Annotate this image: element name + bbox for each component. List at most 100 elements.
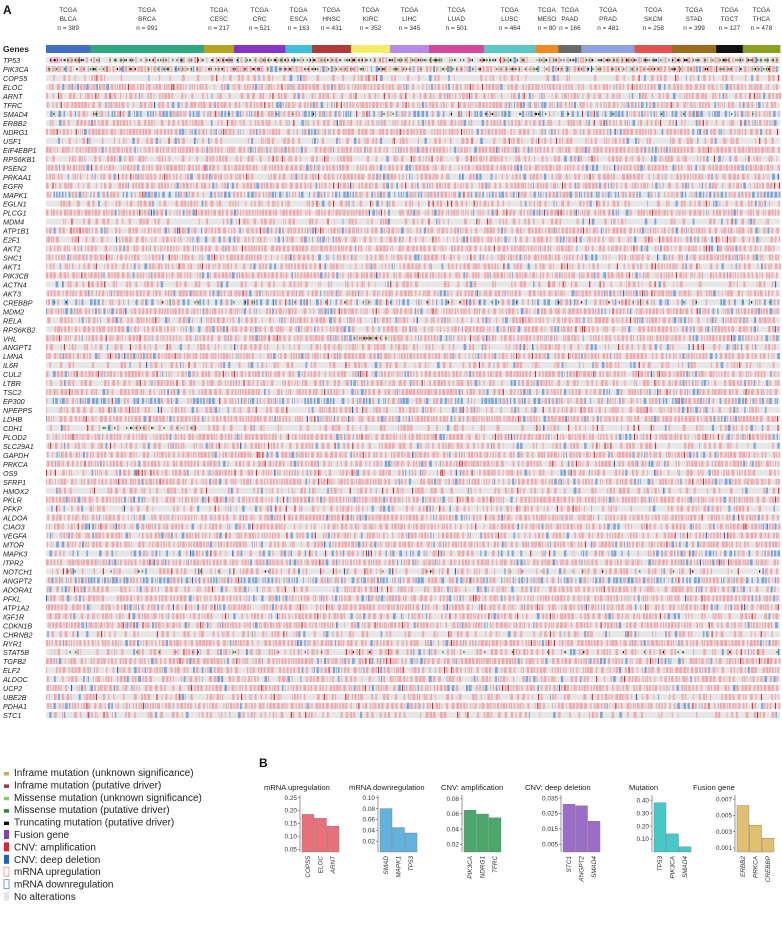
mrna-mark — [504, 101, 508, 109]
mrna-mark — [733, 191, 736, 198]
mrna-mark — [294, 263, 296, 270]
cnv-mark — [774, 182, 776, 189]
mrna-mark — [329, 182, 331, 189]
mrna-mark — [224, 83, 226, 91]
mrna-mark — [266, 227, 269, 234]
mrna-mark — [586, 110, 589, 118]
mrna-mark — [319, 146, 322, 153]
mrna-mark — [686, 146, 689, 153]
mrna-mark — [259, 155, 262, 162]
mrna-mark — [208, 245, 211, 252]
mrna-mark — [373, 290, 376, 297]
mrna-mark — [146, 83, 148, 91]
mrna-mark — [249, 182, 253, 189]
mrna-mark — [774, 209, 777, 216]
mrna-mark — [218, 236, 221, 243]
mrna-mark — [749, 245, 752, 252]
mrna-mark — [65, 191, 67, 198]
mrna-mark — [529, 200, 531, 207]
mrna-mark — [242, 65, 245, 73]
gene-label: MDM4 — [3, 218, 24, 227]
mrna-mark — [435, 101, 438, 109]
mrna-mark — [293, 281, 296, 288]
mrna-mark — [181, 254, 184, 261]
mrna-mark — [448, 191, 450, 198]
mrna-mark — [226, 182, 229, 189]
mrna-mark — [676, 182, 678, 189]
mrna-mark — [269, 146, 272, 153]
cohort-color-segment — [671, 45, 717, 53]
mrna-mark — [425, 65, 429, 73]
mrna-mark — [488, 182, 491, 189]
mrna-mark — [672, 119, 674, 126]
mrna-mark — [280, 263, 283, 270]
mrna-mark — [52, 173, 54, 180]
mrna-mark — [666, 200, 668, 207]
mrna-mark — [559, 272, 561, 279]
mrna-mark — [588, 182, 591, 189]
mrna-mark — [89, 83, 91, 91]
mrna-mark — [607, 200, 609, 207]
cnv-mark — [375, 74, 378, 82]
mrna-mark — [97, 272, 100, 279]
mrna-mark — [533, 191, 536, 198]
mrna-mark — [698, 173, 701, 180]
mrna-mark — [123, 245, 126, 252]
mrna-mark — [174, 65, 178, 73]
mrna-mark — [161, 155, 164, 162]
mrna-mark — [458, 173, 461, 180]
mrna-mark — [738, 227, 741, 234]
mrna-mark — [376, 173, 379, 180]
mrna-mark — [494, 263, 497, 270]
mrna-mark — [431, 272, 434, 279]
mrna-mark — [183, 164, 185, 171]
mrna-mark — [381, 200, 383, 207]
mrna-mark — [185, 191, 188, 198]
mrna-mark — [632, 74, 635, 82]
mrna-mark — [206, 164, 208, 171]
mrna-mark — [338, 191, 341, 198]
mrna-mark — [356, 164, 359, 171]
mrna-mark — [439, 128, 441, 135]
mrna-mark — [742, 164, 744, 171]
mrna-mark — [734, 155, 738, 162]
mrna-mark — [382, 83, 385, 91]
mrna-mark — [322, 92, 325, 100]
cnv-mark — [56, 128, 58, 135]
mrna-mark — [471, 110, 473, 118]
mrna-mark — [192, 236, 194, 243]
mrna-mark — [629, 119, 631, 126]
mrna-mark — [171, 101, 175, 109]
mrna-mark — [692, 218, 695, 225]
track-background — [46, 272, 780, 279]
mrna-mark — [451, 101, 454, 109]
mrna-mark — [65, 83, 67, 91]
cnv-mark — [451, 200, 453, 207]
mrna-mark — [639, 227, 641, 234]
mrna-mark — [710, 65, 713, 73]
mrna-mark — [442, 146, 445, 153]
mrna-mark — [537, 290, 539, 297]
mrna-mark — [381, 119, 383, 126]
mrna-mark — [134, 119, 136, 126]
mrna-mark — [687, 182, 689, 189]
mrna-mark — [515, 236, 517, 243]
mrna-mark — [721, 254, 724, 261]
mrna-mark — [187, 254, 190, 261]
mrna-mark — [143, 83, 145, 91]
mrna-mark — [134, 191, 136, 198]
mrna-mark — [765, 128, 768, 135]
cohort-color-segment — [716, 45, 744, 53]
mrna-mark — [759, 272, 761, 279]
mrna-mark — [697, 128, 699, 135]
mrna-mark — [458, 146, 460, 153]
mrna-mark — [124, 65, 128, 73]
mrna-mark — [433, 245, 436, 252]
mrna-mark — [673, 290, 676, 297]
cnv-mark — [150, 209, 152, 216]
cohort-size-label: n = 431 — [321, 25, 343, 32]
mrna-mark — [737, 128, 738, 135]
cnv-mark — [469, 83, 471, 91]
mrna-mark — [243, 128, 244, 135]
mrna-mark — [273, 281, 275, 288]
